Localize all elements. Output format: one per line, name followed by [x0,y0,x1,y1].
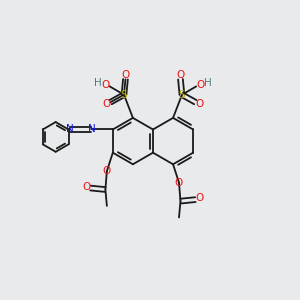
Text: S: S [179,90,185,100]
Text: O: O [196,80,205,90]
Text: O: O [102,99,110,109]
Text: O: O [82,182,91,192]
Text: O: O [176,70,184,80]
Text: N: N [88,124,95,134]
Text: O: O [103,166,111,176]
Text: O: O [195,193,204,203]
Text: O: O [121,70,130,80]
Text: S: S [121,90,127,100]
Text: O: O [175,178,183,188]
Text: O: O [101,80,110,90]
Text: N: N [66,124,74,134]
Text: H: H [94,78,102,88]
Text: H: H [204,78,212,88]
Text: O: O [196,99,204,109]
